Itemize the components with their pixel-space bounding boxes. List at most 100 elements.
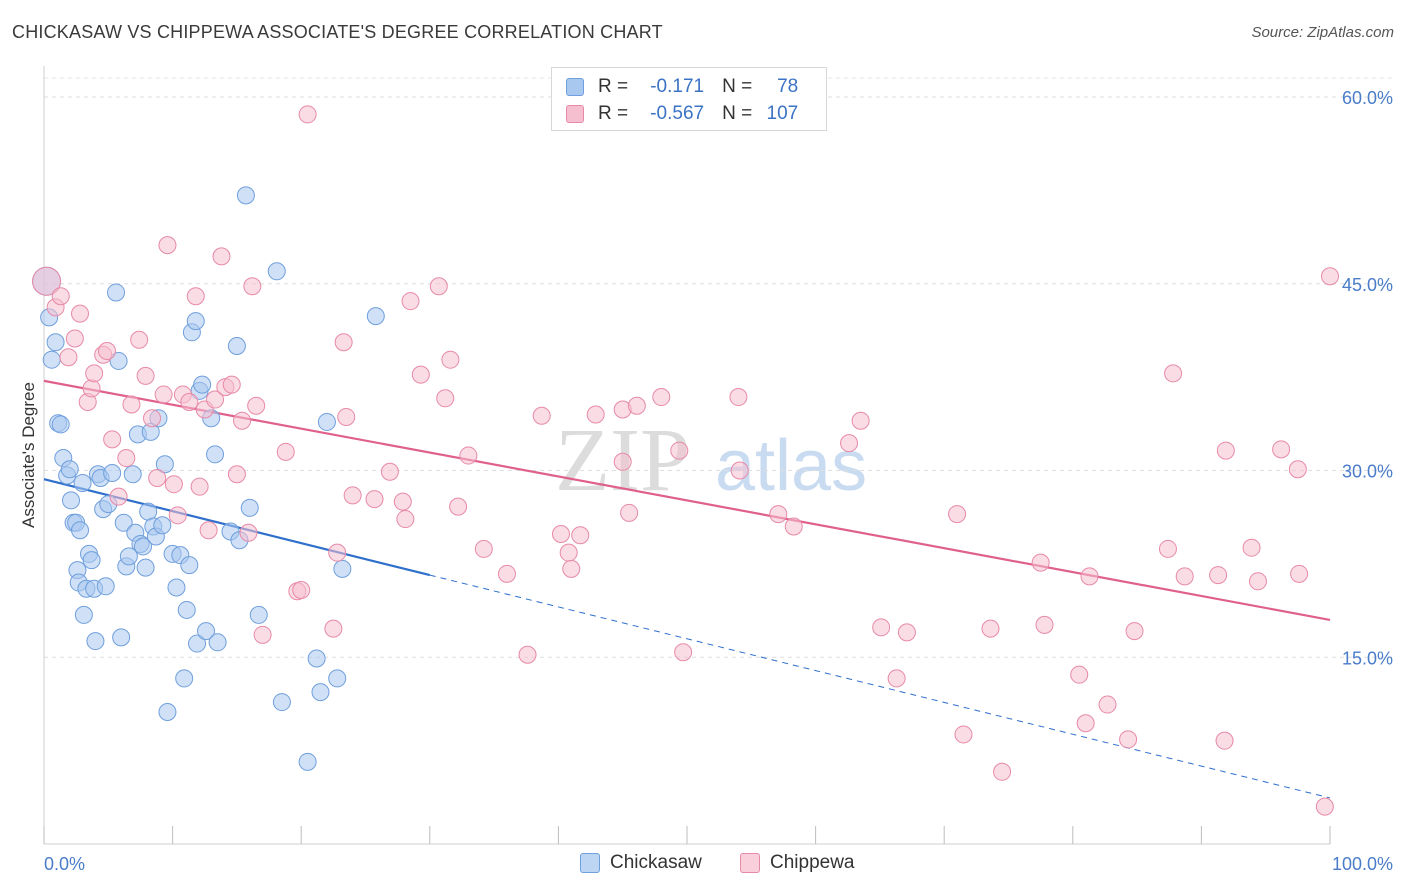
point-chippewa	[1209, 566, 1228, 585]
point-chippewa	[154, 385, 173, 404]
point-chickasaw	[74, 605, 93, 624]
point-chippewa	[239, 523, 258, 542]
point-chippewa	[1175, 567, 1194, 586]
grid	[44, 77, 1395, 658]
point-chickasaw	[272, 693, 291, 712]
point-chippewa	[82, 379, 101, 398]
tick-labels: 15.0% 30.0% 45.0% 60.0% 0.0% 100.0%	[44, 88, 1393, 874]
point-chickasaw	[227, 337, 246, 355]
point-chippewa	[586, 405, 605, 424]
point-chippewa	[1031, 553, 1050, 572]
point-chippewa	[59, 348, 78, 367]
point-chippewa	[459, 446, 478, 465]
point-chippewa	[190, 477, 209, 496]
point-chickasaw	[153, 516, 172, 535]
point-chippewa	[449, 497, 468, 516]
point-chippewa	[343, 486, 362, 505]
point-chippewa	[411, 365, 430, 384]
point-chippewa	[122, 395, 141, 414]
point-chippewa	[518, 645, 537, 664]
legend-label-chickasaw: Chickasaw	[610, 852, 702, 873]
point-chippewa	[1315, 797, 1334, 816]
point-chippewa	[1215, 731, 1234, 750]
point-chickasaw	[134, 537, 153, 556]
point-chippewa	[148, 468, 167, 487]
point-chippewa	[292, 581, 311, 600]
point-chippewa	[571, 526, 590, 545]
point-chippewa	[954, 725, 973, 744]
point-chippewa	[71, 304, 90, 323]
watermark: ZIP atlas	[555, 411, 867, 510]
legend-swatch-chickasaw	[566, 78, 584, 96]
point-chippewa	[652, 388, 671, 407]
point-chippewa	[851, 411, 870, 430]
point-chickasaw	[158, 703, 177, 722]
point-chippewa	[393, 492, 412, 511]
point-chippewa	[334, 333, 353, 352]
x-tick-label: 100.0%	[1332, 854, 1393, 874]
chart-title: CHICKASAW VS CHIPPEWA ASSOCIATE'S DEGREE…	[12, 22, 663, 42]
point-chickasaw	[123, 465, 142, 484]
correlation-legend: R = -0.171 N = 78 R = -0.567 N = 107	[551, 67, 827, 131]
point-chippewa	[551, 524, 570, 543]
point-chickasaw	[60, 460, 79, 479]
point-chippewa	[1272, 440, 1291, 459]
point-chickasaw	[311, 683, 330, 702]
series-legend: Chickasaw Chippewa	[0, 852, 1406, 878]
point-chippewa	[1164, 364, 1183, 383]
point-chippewa	[559, 543, 578, 562]
n-label: N =	[722, 103, 753, 124]
point-chippewa	[1158, 539, 1177, 558]
point-chickasaw	[249, 605, 268, 624]
point-chippewa	[887, 669, 906, 688]
source-label: Source: ZipAtlas.com	[1251, 24, 1394, 41]
point-chickasaw	[186, 312, 205, 331]
point-chippewa	[429, 277, 448, 296]
point-chickasaw	[103, 463, 122, 482]
point-chippewa	[365, 490, 384, 509]
point-chippewa	[32, 266, 62, 296]
point-chippewa	[613, 452, 632, 471]
point-chippewa	[98, 341, 117, 360]
point-chickasaw	[307, 649, 326, 668]
point-chickasaw	[73, 473, 92, 492]
point-chippewa	[1098, 695, 1117, 714]
point-chippewa	[436, 389, 455, 408]
point-chippewa	[1119, 730, 1138, 749]
point-chickasaw	[317, 412, 336, 431]
point-chippewa	[1076, 714, 1095, 733]
point-chippewa	[168, 506, 187, 525]
point-chippewa	[396, 510, 415, 529]
point-chippewa	[103, 430, 122, 449]
point-chippewa	[222, 375, 241, 394]
point-chickasaw	[86, 632, 105, 651]
point-chippewa	[337, 407, 356, 426]
point-chickasaw	[180, 556, 199, 575]
point-chippewa	[212, 247, 231, 266]
point-chickasaw	[112, 628, 131, 647]
point-chippewa	[729, 388, 748, 407]
point-chickasaw	[175, 669, 194, 688]
point-chippewa	[1035, 615, 1054, 634]
point-chippewa	[1290, 564, 1309, 583]
point-chippewa	[1248, 572, 1267, 591]
axes	[43, 66, 1331, 845]
point-chippewa	[627, 396, 646, 415]
series-chippewa	[32, 105, 1339, 816]
point-chippewa	[243, 277, 262, 296]
point-chippewa	[1216, 441, 1235, 460]
y-tick-label: 60.0%	[1342, 88, 1393, 108]
point-chippewa	[65, 329, 84, 348]
point-chickasaw	[240, 498, 259, 517]
point-chippewa	[497, 564, 516, 583]
point-chippewa	[1242, 538, 1261, 557]
point-chickasaw	[298, 752, 317, 771]
point-chippewa	[298, 105, 317, 124]
legend-item-chippewa: Chippewa	[740, 852, 855, 874]
point-chippewa	[562, 559, 581, 578]
legend-swatch-chippewa	[566, 105, 584, 123]
point-chippewa	[85, 364, 104, 383]
point-chippewa	[143, 409, 162, 428]
point-chippewa	[784, 517, 803, 536]
